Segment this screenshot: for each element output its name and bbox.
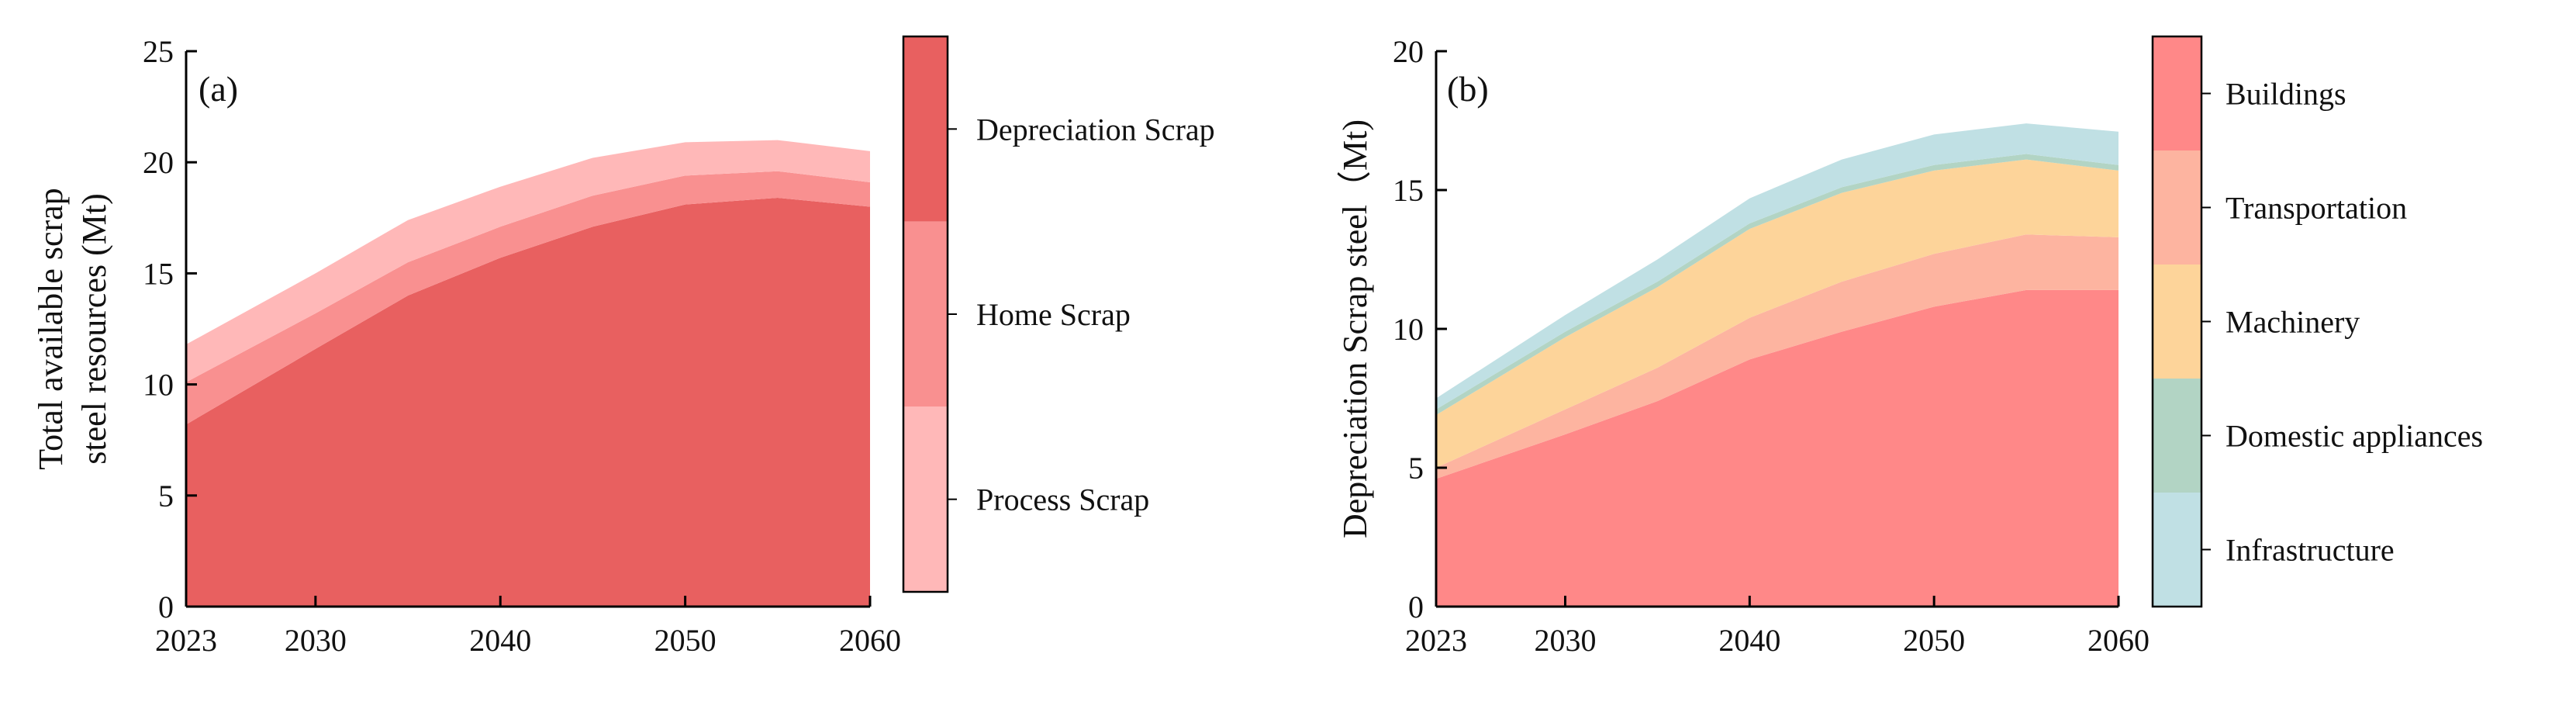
y-axis-title: steel resources (Mt): [75, 193, 113, 464]
legend-frame: [902, 35, 949, 593]
y-tick-label: 5: [158, 479, 174, 514]
area-process: [186, 140, 870, 382]
chart-b: 0 5 10 15 20 2023 2030 2040 2050 2060 (b) Depreciat…: [1336, 34, 2483, 658]
x-tick-label: 2030: [1534, 623, 1596, 658]
legend-label-infrastructure: Infrastructure: [2226, 533, 2395, 568]
legend-swatch-transportation: [2153, 150, 2201, 265]
chart-a: 0 5 10 15 20 25 2023 2030 2040 2050 2060 (a) Total a…: [32, 34, 1215, 658]
legend-label-machinery: Machinery: [2226, 305, 2360, 340]
x-tick-label: 2060: [839, 623, 901, 658]
panel-label: (b): [1447, 69, 1489, 109]
area-depreciation: [186, 198, 870, 607]
area-infrastructure: [1436, 123, 2118, 410]
y-axis-title: Depreciation Scrap steel（Mt): [1336, 119, 1374, 538]
legend-label-depreciation: Depreciation Scrap: [976, 112, 1215, 147]
y-tick-label: 0: [1408, 590, 1424, 624]
legend-label-process: Process Scrap: [976, 482, 1149, 517]
legend-label-transportation: Transportation: [2226, 191, 2407, 226]
x-tick-label: 2030: [285, 623, 347, 658]
y-axis-title: Total available scrap: [32, 188, 70, 469]
area-machinery: [1436, 159, 2118, 468]
y-tick-label: 20: [1393, 34, 1424, 69]
x-tick-label: 2040: [1718, 623, 1780, 658]
x-tick-label: 2050: [1903, 623, 1965, 658]
y-tick-label: 10: [1393, 312, 1424, 347]
legend-swatch-infrastructure: [2153, 493, 2201, 607]
area-buildings: [1436, 289, 2118, 607]
legend-label-home: Home Scrap: [976, 297, 1131, 332]
x-tick-label: 2023: [1405, 623, 1467, 658]
y-tick-label: 10: [143, 368, 174, 403]
x-tick-label: 2040: [469, 623, 531, 658]
legend-swatch-domestic: [2153, 379, 2201, 493]
x-tick-label: 2060: [2087, 623, 2150, 658]
x-tick-label: 2050: [654, 623, 717, 658]
legend-label-domestic: Domestic appliances: [2226, 419, 2483, 454]
y-tick-label: 25: [143, 34, 174, 69]
y-tick-label: 0: [158, 590, 174, 624]
legend-swatch-home: [903, 221, 948, 407]
legend-frame: [2151, 35, 2203, 608]
y-tick-label: 5: [1408, 451, 1424, 486]
legend-swatch-buildings: [2153, 36, 2201, 150]
area-transportation: [1436, 234, 2118, 479]
legend-label-buildings: Buildings: [2226, 77, 2346, 112]
area-home: [186, 171, 870, 425]
y-tick-label: 15: [143, 256, 174, 291]
panel-label: (a): [199, 69, 238, 109]
legend-swatch-depreciation: [903, 36, 948, 222]
y-tick-label: 15: [1393, 173, 1424, 208]
legend-swatch-machinery: [2153, 265, 2201, 379]
x-tick-label: 2023: [155, 623, 217, 658]
y-tick-label: 20: [143, 145, 174, 180]
legend-swatch-process: [903, 406, 948, 592]
